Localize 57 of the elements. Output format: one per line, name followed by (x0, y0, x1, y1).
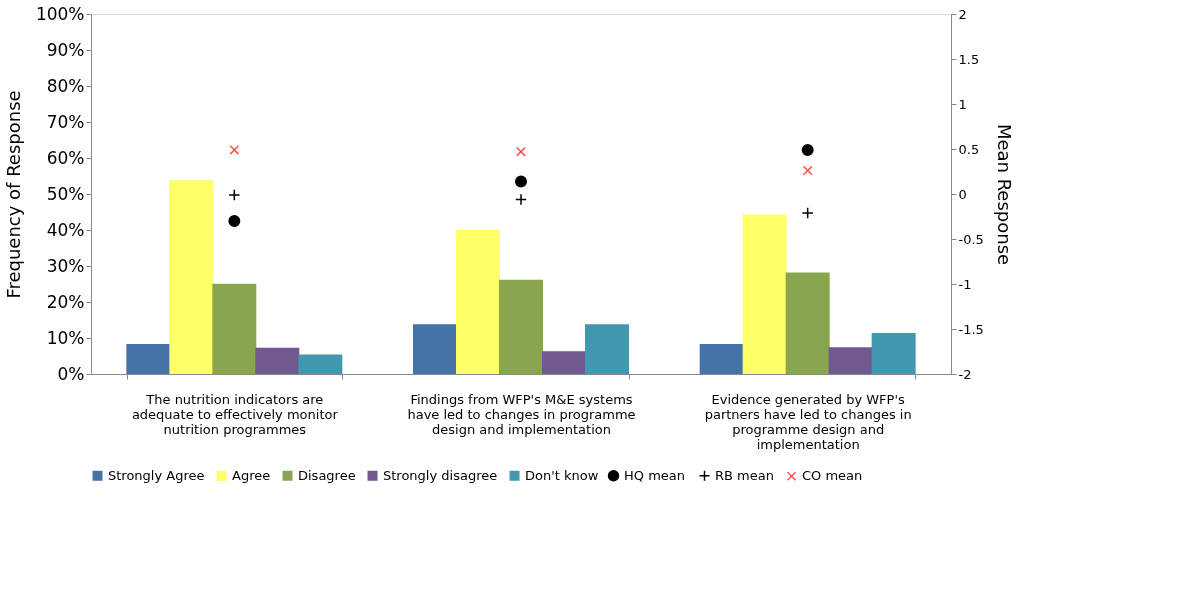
point (801, 206, 814, 219)
legend-label: CO mean (802, 468, 863, 484)
y-tick-label: 20% (46, 291, 85, 312)
bar (413, 324, 457, 374)
point (228, 188, 241, 201)
y2-tick-label: 0.5 (958, 141, 980, 157)
y2-axis-title: Mean Response (993, 123, 1015, 266)
bar (828, 347, 873, 374)
bar (126, 344, 171, 374)
y2-tick-label: -1 (958, 276, 972, 292)
bar (871, 332, 916, 374)
y-tick-label: 80% (46, 75, 85, 96)
point (515, 193, 527, 206)
bar (169, 180, 214, 374)
bar (212, 283, 257, 374)
y2-tick-label: 0 (958, 186, 967, 202)
bar (742, 214, 787, 374)
legend-label: RB mean (715, 467, 774, 483)
y2-tick-label: -0.5 (958, 231, 984, 247)
point (516, 146, 526, 157)
bar (499, 279, 543, 374)
y2-tick-label: 1.5 (958, 51, 980, 67)
point (515, 175, 527, 188)
bar (585, 324, 629, 374)
y2-tick-label: 2 (958, 6, 967, 22)
y-tick-label: 0% (57, 363, 85, 384)
bar (255, 347, 300, 374)
legend-label: Strongly Agree (108, 467, 205, 483)
legend-label: Agree (232, 467, 271, 483)
x-tick-label: Evidence generated by WFP's partners have led to changes in programme design and implementation (704, 391, 912, 452)
y-axis-title: Frequency of Response (2, 90, 24, 299)
legend-label: HQ mean (624, 467, 686, 483)
y2-tick-label: -1.5 (958, 321, 984, 337)
y-tick-label: 60% (46, 147, 85, 168)
bar (699, 344, 744, 374)
y-tick-label: 70% (46, 111, 85, 132)
bar (542, 351, 586, 374)
y-tick-label: 40% (46, 219, 85, 240)
y-tick-label: 90% (46, 39, 85, 60)
point (229, 144, 240, 155)
legend-label: Don't know (525, 467, 599, 483)
x-tick-label: Findings from WFP's M&E systems have led to changes in programme design and implementation (407, 391, 636, 437)
bar (456, 229, 500, 374)
y-tick-label: 30% (46, 255, 85, 276)
bar (298, 354, 343, 374)
bar (785, 272, 830, 374)
point (802, 165, 813, 176)
y-tick-label: 50% (46, 183, 85, 204)
y-tick-label: 10% (46, 327, 85, 348)
y2-tick-label: 1 (958, 96, 967, 112)
y-tick-label: 100% (35, 3, 85, 24)
point (228, 215, 241, 227)
y2-tick-label: -2 (958, 366, 972, 382)
point (801, 143, 814, 156)
legend-label: Strongly disagree (383, 467, 498, 483)
legend-label: Disagree (298, 467, 356, 483)
x-tick-label: The nutrition indicators are adequate to effectively monitor nutrition programmes (131, 391, 339, 437)
